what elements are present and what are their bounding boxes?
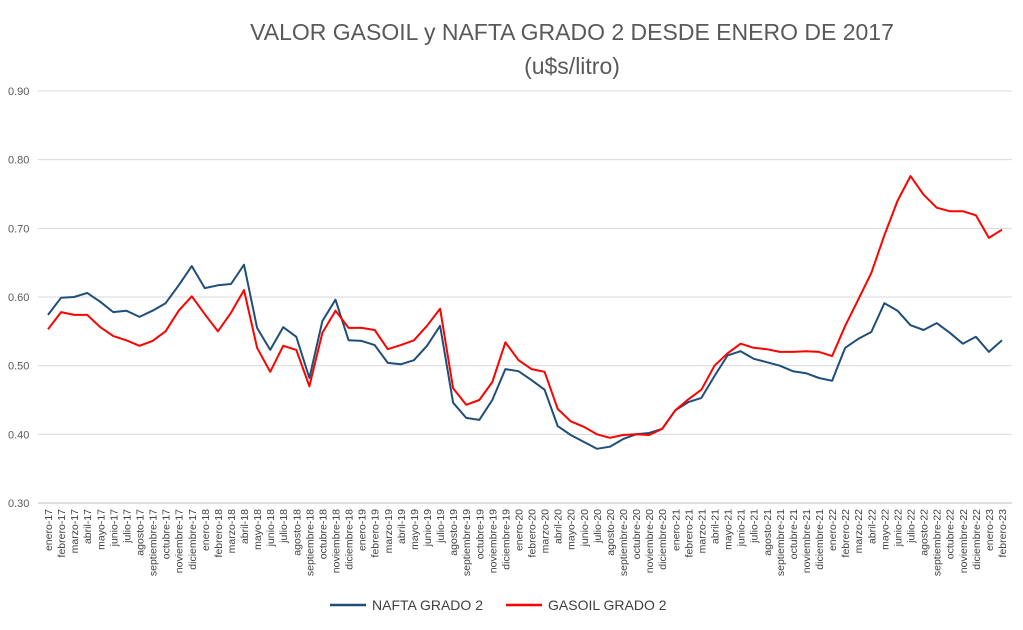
x-tick-label: diciembre-21: [814, 509, 826, 570]
x-tick-label: marzo-21: [696, 509, 708, 554]
y-tick-label: 0.90: [8, 86, 29, 98]
y-axis: 0.30 0.40 0.50 0.60 0.70 0.80 0.90: [8, 86, 29, 510]
x-tick-label: mayo-19: [409, 509, 421, 550]
x-tick-label: marzo-19: [383, 509, 395, 554]
y-tick-label: 0.40: [8, 429, 29, 441]
chart-subtitle: (u$s/litro): [524, 53, 620, 79]
series-lines: [47, 175, 1003, 450]
x-tick-label: abril-18: [239, 509, 251, 544]
x-tick-label: marzo-20: [540, 509, 552, 554]
x-tick-label: marzo-18: [226, 509, 238, 554]
x-tick-label: marzo-22: [853, 509, 865, 554]
x-tick-label: enero-23: [984, 509, 996, 551]
x-tick-label: septiembre-19: [461, 509, 473, 576]
legend-label: NAFTA GRADO 2: [372, 597, 483, 613]
chart-title: VALOR GASOIL y NAFTA GRADO 2 DESDE ENERO…: [250, 19, 894, 45]
x-tick-label: octubre-21: [788, 509, 800, 559]
x-tick-label: octubre-22: [945, 509, 957, 559]
y-tick-label: 0.60: [8, 292, 29, 304]
gridlines: [38, 90, 1012, 504]
x-tick-label: febrero-23: [997, 509, 1009, 558]
x-tick-label: agosto-20: [605, 509, 617, 556]
legend-label: GASOIL GRADO 2: [548, 597, 667, 613]
x-tick-label: mayo-22: [879, 509, 891, 550]
x-tick-label: agosto-17: [134, 509, 146, 556]
y-tick-label: 0.70: [8, 223, 29, 235]
x-tick-label: enero-21: [670, 509, 682, 551]
x-tick-label: enero-20: [513, 509, 525, 551]
x-tick-label: junio-17: [108, 509, 120, 548]
x-tick-label: septiembre-21: [775, 509, 787, 576]
x-tick-label: julio-22: [906, 509, 918, 544]
x-tick-label: mayo-20: [566, 509, 578, 550]
series-line-gasoil: [47, 175, 1003, 439]
x-tick-label: junio-18: [265, 509, 277, 548]
x-tick-label: abril-22: [866, 509, 878, 544]
x-tick-label: febrero-17: [56, 509, 68, 558]
x-tick-label: octubre-19: [474, 509, 486, 559]
x-tick-label: septiembre-18: [304, 509, 316, 576]
x-tick-label: noviembre-19: [487, 509, 499, 573]
x-tick-label: julio-18: [278, 509, 290, 544]
x-tick-label: diciembre-18: [344, 509, 356, 570]
x-tick-label: agosto-22: [919, 509, 931, 556]
x-tick-label: septiembre-22: [932, 509, 944, 576]
x-tick-label: diciembre-19: [500, 509, 512, 570]
x-tick-label: agosto-18: [291, 509, 303, 556]
x-tick-label: julio-20: [592, 509, 604, 544]
x-axis: enero-17 febrero-17 marzo-17 abril-17 mayo-1…: [43, 509, 1009, 576]
x-tick-label: noviembre-20: [644, 509, 656, 573]
y-tick-label: 0.30: [8, 498, 29, 510]
x-tick-label: diciembre-22: [971, 509, 983, 570]
x-tick-label: septiembre-20: [618, 509, 630, 576]
x-tick-label: abril-20: [553, 509, 565, 544]
x-tick-label: mayo-18: [252, 509, 264, 550]
x-tick-label: junio-19: [422, 509, 434, 548]
y-tick-label: 0.50: [8, 361, 29, 373]
x-tick-label: octubre-20: [631, 509, 643, 559]
x-tick-label: agosto-19: [448, 509, 460, 556]
x-tick-label: octubre-17: [161, 509, 173, 559]
x-tick-label: septiembre-17: [148, 509, 160, 576]
x-tick-label: noviembre-18: [331, 509, 343, 573]
x-tick-label: febrero-19: [370, 509, 382, 558]
x-tick-label: noviembre-17: [174, 509, 186, 573]
x-tick-label: junio-21: [736, 509, 748, 548]
x-tick-label: junio-22: [892, 509, 904, 548]
x-tick-label: agosto-21: [762, 509, 774, 556]
x-tick-label: mayo-17: [95, 509, 107, 550]
x-tick-label: abril-21: [709, 509, 721, 544]
x-tick-label: junio-20: [579, 509, 591, 548]
x-tick-label: abril-19: [396, 509, 408, 544]
series-line-nafta: [47, 263, 1003, 450]
x-tick-label: enero-17: [43, 509, 55, 551]
x-tick-label: febrero-20: [527, 509, 539, 558]
x-tick-label: enero-22: [827, 509, 839, 551]
x-tick-label: febrero-22: [840, 509, 852, 558]
x-tick-label: diciembre-20: [657, 509, 669, 570]
x-tick-label: febrero-21: [683, 509, 695, 558]
legend: NAFTA GRADO 2 GASOIL GRADO 2: [330, 597, 667, 613]
x-tick-label: julio-21: [749, 509, 761, 544]
x-tick-label: enero-18: [200, 509, 212, 551]
x-tick-label: enero-19: [357, 509, 369, 551]
x-tick-label: noviembre-21: [801, 509, 813, 573]
x-tick-label: mayo-21: [723, 509, 735, 550]
x-tick-label: abril-17: [82, 509, 94, 544]
y-tick-label: 0.80: [8, 155, 29, 167]
x-tick-label: febrero-18: [213, 509, 225, 558]
x-tick-label: marzo-17: [69, 509, 81, 554]
x-tick-label: noviembre-22: [958, 509, 970, 573]
x-tick-label: diciembre-17: [187, 509, 199, 570]
x-tick-label: julio-19: [435, 509, 447, 544]
x-tick-label: julio-17: [121, 509, 133, 544]
x-tick-label: octubre-18: [317, 509, 329, 559]
